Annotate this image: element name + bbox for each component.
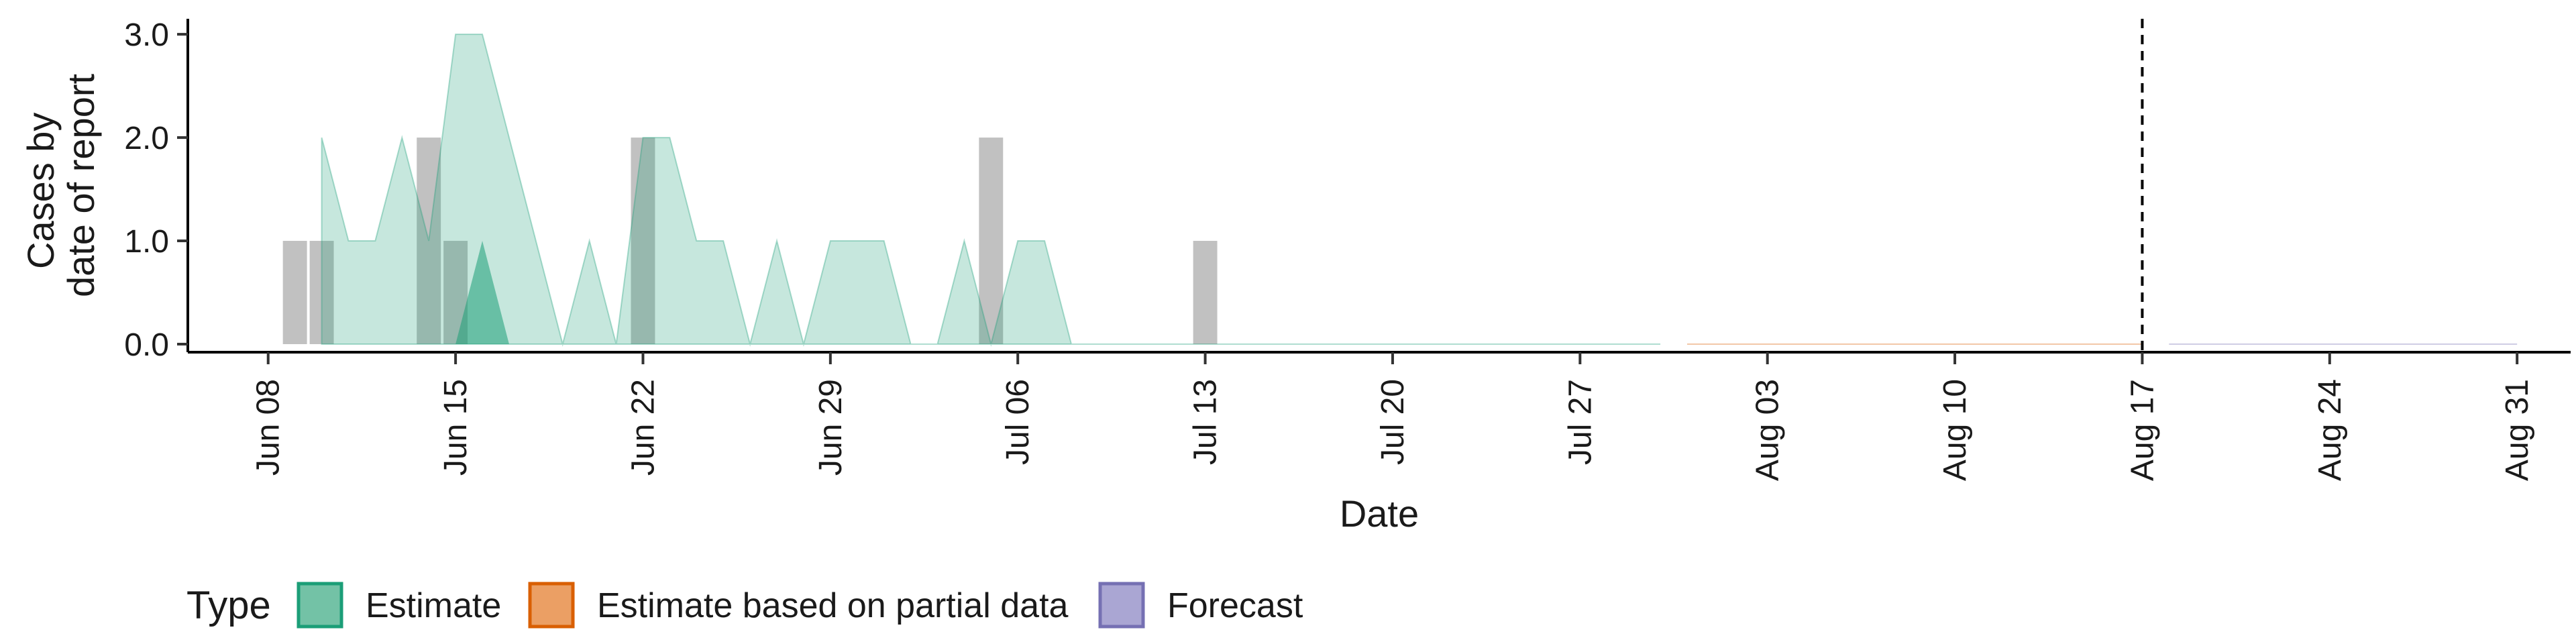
reported-case-bar [979,138,1004,345]
estimate-bands [321,34,2518,347]
reported-case-bar [282,241,307,344]
x-tick-label: Aug 31 [2500,379,2535,481]
x-tick-label: Jul 27 [1562,379,1598,465]
x-tick-label: Jul 13 [1188,379,1224,465]
y-tick-label: 3.0 [124,17,169,53]
legend-label: Forecast [1167,586,1303,625]
x-tick-label: Jun 29 [813,379,849,476]
x-tick-label: Jun 22 [625,379,661,476]
x-tick-label: Jun 15 [438,379,474,476]
legend-swatch [528,582,575,629]
legend-label: Estimate [366,586,501,625]
legend-label: Estimate based on partial data [597,586,1069,625]
x-tick-label: Aug 24 [2312,379,2348,481]
y-axis-title: Cases by date of report [19,74,102,298]
legend-title: Type [186,584,271,627]
x-tick-label: Jul 06 [1000,379,1036,465]
reported-case-bar [631,138,655,345]
legend: Type Estimate Estimate based on partial d… [186,582,1303,629]
x-tick-label: Jun 08 [251,379,286,476]
legend-swatch [297,582,343,629]
x-tick-label: Aug 10 [1937,379,1973,481]
y-axis-title-line-1: Cases by [19,113,62,269]
y-tick-label: 1.0 [124,224,169,260]
band-inner [455,241,509,344]
x-ticks: Jun 08 Jun 15 Jun 22 Jun 29 Jul 06 Jul 13 Jul … [251,352,2535,481]
reported-case-bar [1193,241,1218,344]
y-tick-label: 2.0 [124,121,169,156]
x-tick-label: Aug 03 [1750,379,1786,481]
y-tick-label: 0.0 [124,327,169,363]
legend-swatch [1098,582,1145,629]
y-ticks: 0.0 1.0 2.0 3.0 [124,17,188,363]
reported-cases-bars [282,138,1218,345]
x-axis-title: Date [1340,492,1419,535]
reported-case-bar [309,241,334,344]
y-axis-title-line-2: date of report [60,74,102,298]
x-tick-label: Jul 20 [1375,379,1411,465]
reported-case-bar [417,138,441,345]
band-outer [321,34,1661,347]
x-tick-label: Aug 17 [2125,379,2160,481]
